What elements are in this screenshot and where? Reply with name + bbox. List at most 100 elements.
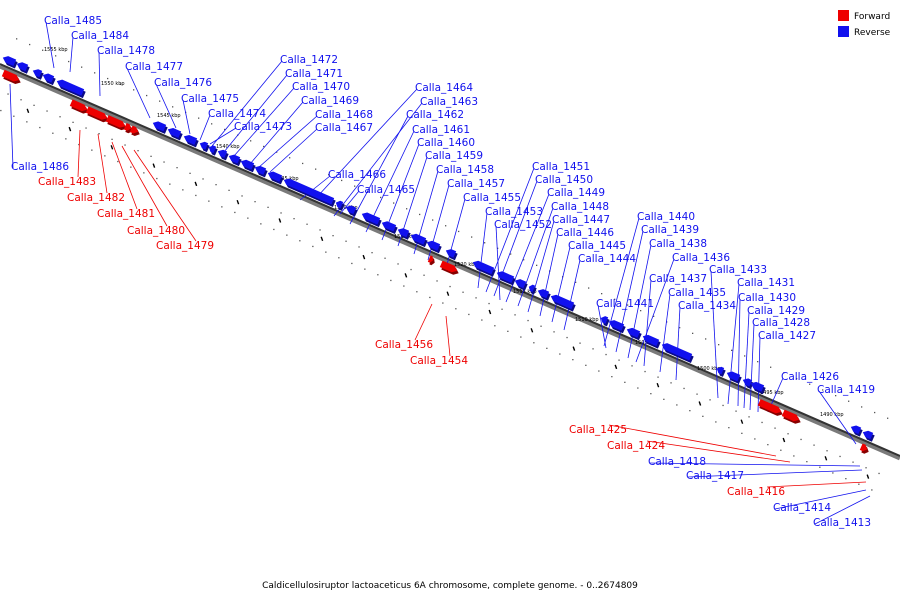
- guide-dot: [741, 432, 743, 434]
- reverse-gene-label: Calla_1419: [817, 384, 875, 396]
- guide-dash: [698, 401, 702, 406]
- reverse-leader: [527, 220, 555, 313]
- forward-gene-arrow: [859, 443, 868, 452]
- guide-dot: [172, 106, 174, 108]
- reverse-gene-arrow: [750, 381, 765, 392]
- guide-dot: [289, 157, 291, 159]
- guide-dot: [198, 117, 200, 119]
- guide-dot: [393, 202, 395, 204]
- guide-dot: [94, 72, 96, 74]
- guide-dot: [46, 110, 48, 112]
- reverse-gene-arrow: [726, 371, 741, 382]
- guide-dot: [796, 378, 798, 380]
- guide-dot: [819, 466, 821, 468]
- guide-dot: [390, 279, 392, 282]
- forward-leader: [121, 145, 168, 227]
- guide-dot: [72, 121, 74, 123]
- reverse-leader: [333, 102, 423, 217]
- reverse-gene-label: Calla_1486: [11, 161, 69, 173]
- reverse-gene-label: Calla_1439: [641, 224, 699, 236]
- reverse-gene-arrow: [283, 178, 335, 205]
- reverse-gene-label: Calla_1433: [709, 264, 767, 276]
- forward-gene-label: Calla_1479: [156, 240, 214, 252]
- guide-dot: [241, 195, 243, 197]
- guide-dot: [306, 223, 308, 225]
- reverse-gene-label: Calla_1417: [686, 470, 744, 482]
- reverse-gene-arrow: [608, 320, 625, 331]
- guide-dot: [449, 285, 451, 288]
- reverse-gene-label: Calla_1430: [738, 292, 796, 304]
- reverse-gene-arrow: [600, 316, 609, 324]
- guide-dot: [364, 268, 366, 270]
- guide-dot: [325, 251, 327, 253]
- guide-dot: [39, 126, 41, 129]
- forward-gene-arrow: [69, 99, 88, 112]
- guide-dot: [689, 410, 691, 412]
- guide-dot: [78, 143, 80, 146]
- forward-gene-arrow-shadow: [429, 257, 435, 266]
- reverse-gene-arrow: [167, 128, 182, 138]
- guide-dot: [159, 100, 161, 102]
- guide-dot: [302, 162, 304, 165]
- guide-dot: [536, 264, 538, 266]
- reverse-gene-label: Calla_1447: [552, 214, 610, 226]
- reverse-gene-label: Calla_1449: [547, 187, 605, 199]
- reverse-gene-label: Calla_1463: [420, 96, 478, 108]
- guide-dot: [878, 472, 880, 475]
- reverse-leader: [199, 114, 211, 141]
- guide-dot: [744, 355, 746, 357]
- guide-dot: [728, 427, 730, 429]
- reverse-gene-arrow: [199, 141, 209, 150]
- reverse-gene-arrow: [426, 240, 441, 251]
- guide-dash: [824, 456, 828, 461]
- guide-dot: [806, 461, 808, 463]
- guide-dot: [598, 370, 600, 372]
- guide-dot: [354, 185, 356, 187]
- guide-dot: [254, 201, 256, 203]
- guide-dot: [533, 342, 535, 344]
- guide-dot: [146, 94, 148, 97]
- guide-dot: [735, 410, 737, 412]
- guide-dot: [202, 178, 204, 180]
- guide-dot: [7, 93, 9, 95]
- tick-label: 1495 kbp: [760, 390, 784, 396]
- reverse-leader: [349, 115, 409, 225]
- guide-dot: [117, 160, 119, 163]
- guide-dot: [65, 138, 67, 140]
- guide-dot: [507, 330, 509, 332]
- gene-arrows: [1, 56, 875, 454]
- guide-dot: [462, 291, 464, 293]
- guide-dot: [822, 389, 824, 391]
- guide-dot: [42, 49, 44, 51]
- guide-dot: [419, 213, 421, 216]
- guide-dot: [228, 189, 230, 191]
- guide-dash: [320, 236, 324, 242]
- reverse-gene-arrow: [397, 228, 410, 238]
- reverse-gene-arrow: [445, 249, 457, 258]
- guide-dot: [858, 483, 860, 485]
- guide-dot: [793, 455, 795, 457]
- guide-dot: [345, 240, 347, 242]
- guide-dot: [156, 177, 158, 180]
- reverse-leader: [687, 469, 863, 478]
- guide-dot: [566, 336, 568, 339]
- guide-dot: [195, 194, 197, 197]
- legend-reverse-swatch: [838, 26, 849, 37]
- guide-dot: [315, 168, 317, 170]
- reverse-gene-arrow: [2, 56, 17, 66]
- reverse-gene-label: Calla_1437: [649, 273, 707, 285]
- forward-gene-arrow: [439, 260, 458, 273]
- guide-dot: [559, 353, 561, 355]
- guide-dot: [286, 234, 288, 236]
- forward-leader: [97, 133, 108, 194]
- guide-dot: [861, 406, 863, 408]
- reverse-leader: [675, 306, 681, 381]
- dotted-guides: [0, 38, 889, 491]
- guide-dot: [670, 382, 672, 384]
- guide-dot: [702, 415, 704, 417]
- guide-dash: [446, 291, 450, 296]
- guide-dot: [338, 257, 340, 259]
- guide-dot: [442, 302, 444, 304]
- tick-label: 1555 kbp: [44, 47, 68, 53]
- guide-dot: [208, 200, 210, 202]
